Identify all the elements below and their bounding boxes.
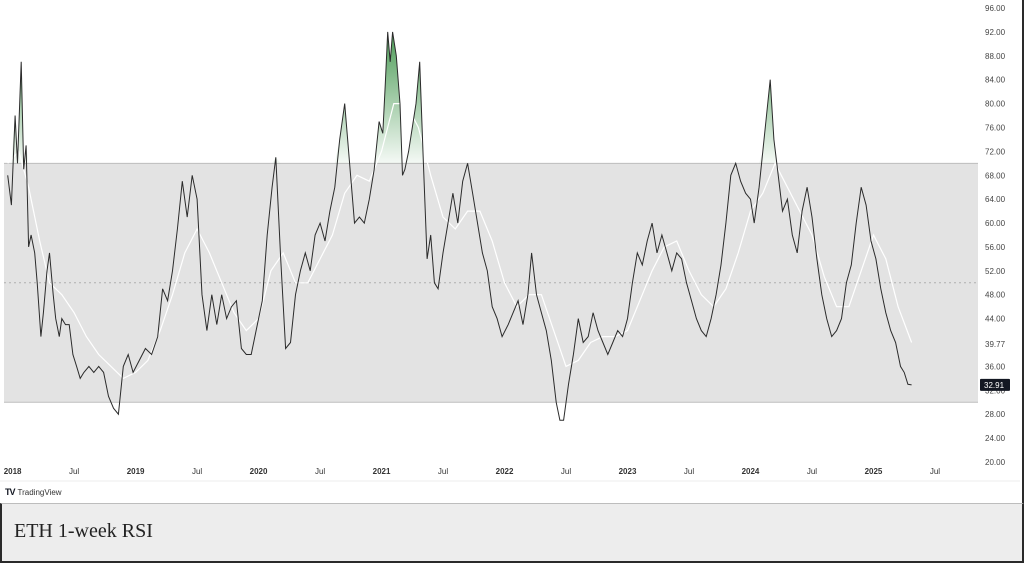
y-tick-label: 84.00 bbox=[985, 76, 1006, 85]
tradingview-brand[interactable]: TV TradingView bbox=[5, 487, 62, 497]
y-tick-label: 96.00 bbox=[985, 4, 1006, 13]
rsi-moving-average-line bbox=[7, 103, 913, 380]
y-tick-label: 24.00 bbox=[985, 434, 1006, 443]
tradingview-logo-icon: TV bbox=[5, 487, 15, 497]
y-tick-label: 56.00 bbox=[985, 243, 1006, 252]
x-tick-label: 2019 bbox=[127, 467, 145, 476]
y-tick-label: 48.00 bbox=[985, 291, 1006, 300]
x-tick-label: Jul bbox=[69, 467, 79, 476]
rsi-chart[interactable]: 96.00 92.00 88.00 84.00 80.00 76.00 72.00 68.00… bbox=[0, 0, 1024, 503]
x-tick-label: 2021 bbox=[373, 467, 391, 476]
y-tick-label: 20.00 bbox=[985, 458, 1006, 467]
y-tick-label: 68.00 bbox=[985, 171, 1006, 180]
chart-panel: 96.00 92.00 88.00 84.00 80.00 76.00 72.00 68.00… bbox=[0, 0, 1024, 503]
x-tick-label: Jul bbox=[438, 467, 448, 476]
caption-bar: ETH 1-week RSI bbox=[0, 503, 1024, 563]
x-tick-label: 2025 bbox=[865, 467, 883, 476]
x-tick-label: Jul bbox=[561, 467, 571, 476]
x-tick-label: Jul bbox=[807, 467, 817, 476]
x-tick-label: 2023 bbox=[619, 467, 637, 476]
chart-caption: ETH 1-week RSI bbox=[14, 520, 153, 542]
y-tick-label: 39.77 bbox=[985, 340, 1006, 349]
y-tick-label: 44.00 bbox=[985, 315, 1006, 324]
x-tick-label: 2018 bbox=[4, 467, 22, 476]
y-tick-label: 76.00 bbox=[985, 123, 1006, 132]
overbought-fill bbox=[7, 31, 912, 164]
y-tick-label: 72.00 bbox=[985, 147, 1006, 156]
x-tick-label: Jul bbox=[684, 467, 694, 476]
y-tick-label: 64.00 bbox=[985, 195, 1006, 204]
y-tick-label: 88.00 bbox=[985, 52, 1006, 61]
x-tick-label: Jul bbox=[315, 467, 325, 476]
current-value-badge bbox=[980, 378, 1010, 391]
x-tick-label: Jul bbox=[930, 467, 940, 476]
rsi-line bbox=[7, 31, 912, 421]
x-tick-label: 2022 bbox=[496, 467, 514, 476]
y-tick-label: 52.00 bbox=[985, 267, 1006, 276]
y-tick-label: 92.00 bbox=[985, 28, 1006, 37]
tradingview-label: TradingView bbox=[17, 487, 62, 497]
x-tick-label: 2024 bbox=[742, 467, 760, 476]
y-tick-label: 80.00 bbox=[985, 100, 1006, 109]
current-value-label: 32.91 bbox=[984, 381, 1005, 390]
y-tick-label: 36.00 bbox=[985, 362, 1006, 371]
y-tick-label: 60.00 bbox=[985, 219, 1006, 228]
x-tick-label: Jul bbox=[192, 467, 202, 476]
y-tick-label: 28.00 bbox=[985, 410, 1006, 419]
x-tick-label: 2020 bbox=[250, 467, 268, 476]
